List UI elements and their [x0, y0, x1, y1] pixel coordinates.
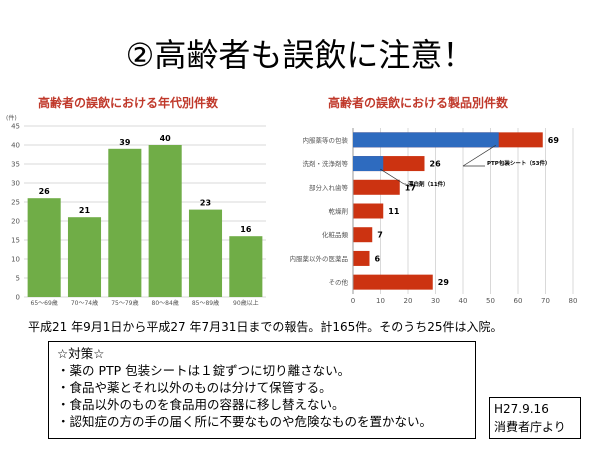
y-tick-label: 45 — [11, 123, 20, 131]
breakdown-label: 漂白剤（11件） — [408, 180, 449, 188]
measure-item: ・食品以外のものを食品用の容器に移し替えない。 — [57, 397, 345, 412]
bar-value-label: 69 — [548, 136, 560, 145]
y-tick-label: 10 — [11, 256, 20, 264]
x-tick-label: 90歳以上 — [233, 299, 259, 307]
bar-value-label: 29 — [438, 278, 450, 287]
y-tick-label: 乾燥剤 — [329, 207, 349, 216]
x-tick-label: 40 — [459, 297, 468, 305]
breakdown-bar — [353, 132, 499, 148]
bar — [353, 203, 384, 219]
bar-value-label: 26 — [39, 187, 51, 196]
y-tick-label: 内服薬以外の医薬品 — [290, 254, 349, 263]
page-title: ②高齢者も誤飲に注意！ — [125, 36, 475, 74]
x-tick-label: 30 — [431, 297, 440, 305]
x-tick-label: 70〜74歳 — [71, 299, 98, 307]
x-tick-label: 10 — [376, 297, 385, 305]
bar — [108, 148, 142, 297]
bar-value-label: 6 — [375, 254, 381, 263]
x-tick-label: 80 — [569, 297, 578, 305]
bar-value-label: 17 — [405, 183, 416, 192]
y-tick-label: 化粧品類 — [322, 230, 349, 239]
y-tick-label: 30 — [11, 180, 20, 188]
x-tick-label: 65〜69歳 — [31, 299, 58, 307]
x-tick-label: 85〜89歳 — [192, 299, 219, 307]
breakdown-label: PTP包装シート（53件） — [487, 159, 550, 167]
x-tick-label: 20 — [404, 297, 413, 305]
y-tick-label: 内服薬等の包装 — [303, 135, 349, 144]
y-tick-label: 35 — [11, 161, 20, 169]
x-tick-label: 60 — [514, 297, 523, 305]
source-agency: 消費者庁より — [494, 420, 566, 434]
source-box: H27.9.16 消費者庁より — [489, 397, 581, 439]
x-tick-label: 75〜79歳 — [111, 299, 138, 307]
age-chart-title: 高齢者の誤飲における年代別件数 — [38, 96, 219, 110]
bar — [353, 250, 370, 266]
y-tick-label: 部分入れ歯等 — [309, 183, 349, 192]
bar — [353, 274, 433, 290]
y-tick-label: 0 — [16, 294, 20, 302]
y-axis-label: (件) — [6, 114, 17, 122]
bar-value-label: 40 — [160, 134, 172, 143]
bar-value-label: 21 — [79, 206, 91, 215]
report-note: 平成21 年9月1日から平成27 年7月31日までの報告。計165件。そのうち2… — [28, 320, 503, 334]
bar-value-label: 16 — [240, 225, 252, 234]
bar — [229, 236, 263, 297]
y-tick-label: 5 — [16, 275, 20, 283]
callout-line — [462, 145, 496, 167]
source-date: H27.9.16 — [494, 402, 549, 416]
measures-box: ☆対策☆ ・薬の PTP 包装シートは１錠ずつに切り離さない。 ・食品や薬とそれ… — [48, 341, 476, 439]
breakdown-bar — [353, 156, 384, 172]
measure-item: ・薬の PTP 包装シートは１錠ずつに切り離さない。 — [57, 363, 351, 378]
y-tick-label: 15 — [11, 237, 20, 245]
bar-value-label: 39 — [119, 138, 131, 147]
y-tick-label: 40 — [11, 142, 20, 150]
bar — [353, 179, 400, 195]
bar-value-label: 7 — [377, 231, 383, 240]
bar-value-label: 26 — [430, 160, 442, 169]
y-tick-label: 20 — [11, 218, 20, 226]
callout-line — [380, 168, 405, 185]
y-tick-label: 25 — [11, 199, 20, 207]
bar — [27, 198, 61, 297]
x-tick-label: 50 — [486, 297, 495, 305]
y-tick-label: その他 — [329, 278, 349, 287]
bar — [353, 227, 373, 243]
bar — [148, 145, 182, 297]
x-tick-label: 70 — [541, 297, 550, 305]
bar — [67, 217, 102, 297]
measure-item: ・食品や薬とそれ以外のものは分けて保管する。 — [57, 380, 332, 395]
x-tick-label: 80〜84歳 — [152, 299, 179, 307]
y-tick-label: 洗剤・洗浄剤等 — [303, 159, 349, 168]
x-tick-label: 0 — [351, 297, 355, 305]
bar — [188, 209, 223, 297]
bar-value-label: 23 — [200, 199, 211, 208]
measures-heading: ☆対策☆ — [57, 346, 105, 361]
product-chart-title: 高齢者の誤飲における製品別件数 — [328, 96, 509, 110]
measure-item: ・認知症の方の手の届く所に不要なものや危険なものを置かない。 — [57, 414, 433, 429]
bar-value-label: 11 — [388, 207, 400, 216]
